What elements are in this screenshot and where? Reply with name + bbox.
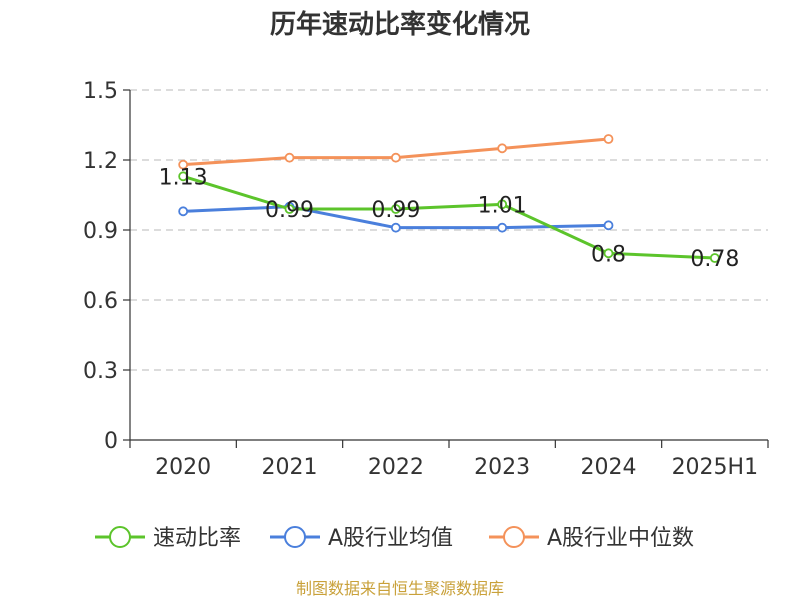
data-label: 1.13	[159, 165, 208, 190]
data-label: 0.78	[690, 247, 739, 272]
data-point	[497, 199, 508, 210]
data-point	[497, 143, 508, 154]
y-tick-label: 0.3	[83, 359, 118, 384]
data-point	[603, 248, 614, 259]
data-point	[178, 206, 189, 217]
x-tick-label: 2021	[262, 455, 318, 480]
axis-layer: 0 0.3 0.6 0.9 1.2 1.5 2020 2021 2022 2023 2024 2025…	[83, 79, 769, 480]
y-tick-label: 0	[104, 429, 118, 454]
data-point	[497, 222, 508, 233]
x-tick-label: 2024	[581, 455, 637, 480]
data-point	[390, 152, 401, 163]
data-label: 1.01	[478, 193, 527, 218]
legend-label: A股行业中位数	[547, 526, 694, 551]
legend: 速动比率 A股行业均值 A股行业中位数	[95, 526, 694, 551]
chart-title: 历年速动比率变化情况	[270, 9, 530, 40]
x-tick-label: 2025H1	[672, 455, 759, 480]
y-tick-label: 0.6	[83, 289, 118, 314]
data-label: 0.99	[265, 198, 314, 223]
x-tick-label: 2020	[155, 455, 211, 480]
legend-marker	[109, 526, 131, 548]
series-line	[182, 174, 715, 260]
data-point	[709, 253, 720, 263]
data-point	[178, 171, 189, 182]
data-point	[390, 204, 401, 214]
data-label: 0.8	[591, 242, 626, 267]
legend-marker	[503, 526, 525, 548]
y-tick-label: 1.2	[83, 149, 118, 174]
x-tick-label: 2023	[474, 455, 530, 480]
legend-marker	[284, 526, 306, 548]
data-point	[284, 204, 295, 214]
data-point	[284, 152, 295, 163]
series-layer	[178, 134, 720, 263]
legend-label: A股行业均值	[328, 526, 453, 551]
data-point	[603, 220, 614, 231]
x-tick-label: 2022	[368, 455, 424, 480]
data-point	[178, 159, 189, 170]
legend-label: 速动比率	[153, 526, 241, 551]
data-label-layer: 1.13 0.99 0.99 1.01 0.8 0.78	[159, 165, 740, 272]
data-point	[603, 134, 614, 144]
data-point	[390, 222, 401, 233]
data-label: 0.99	[371, 198, 420, 223]
y-tick-label: 0.9	[83, 219, 118, 244]
grid-layer	[130, 89, 768, 371]
y-tick-label: 1.5	[83, 79, 118, 104]
source-text: 制图数据来自恒生聚源数据库	[296, 579, 504, 598]
